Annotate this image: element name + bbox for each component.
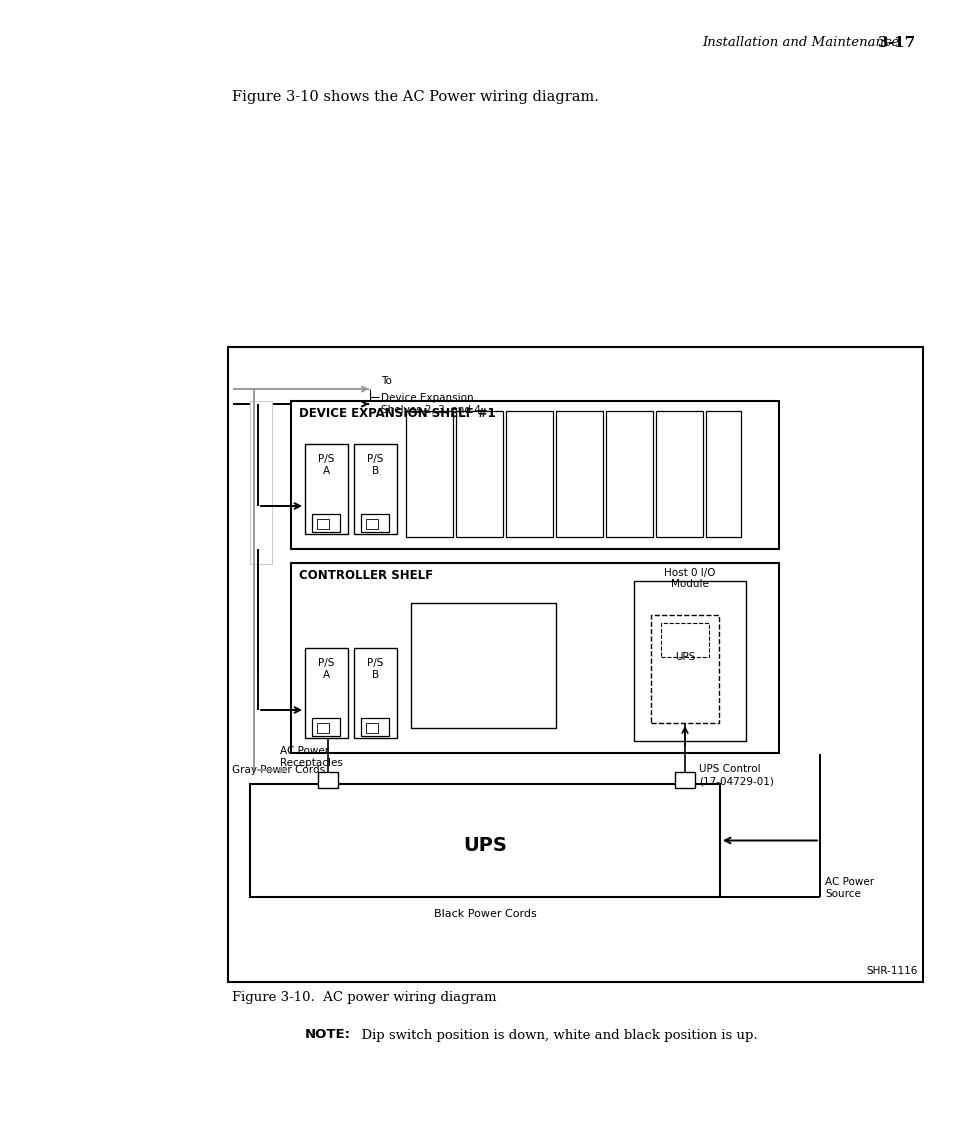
Text: DEVICE EXPANSION SHELF #1: DEVICE EXPANSION SHELF #1 (298, 406, 496, 420)
Bar (634, 581, 745, 741)
Text: Black Power Cords: Black Power Cords (434, 909, 536, 919)
Bar (650, 615, 719, 722)
Bar (360, 514, 389, 532)
Bar (250, 784, 720, 897)
Bar (456, 411, 502, 537)
Bar (505, 411, 553, 537)
Bar (660, 623, 708, 657)
Text: P/S: P/S (318, 455, 335, 464)
Bar (406, 411, 453, 537)
Text: CONTROLLER SHELF: CONTROLLER SHELF (298, 569, 433, 582)
Text: Receptacles: Receptacles (280, 758, 343, 768)
Bar (291, 401, 779, 548)
Text: P/S: P/S (367, 658, 383, 668)
Text: Dip switch position is down, white and black position is up.: Dip switch position is down, white and b… (353, 1028, 757, 1042)
Bar (675, 772, 695, 788)
Text: (17-04729-01): (17-04729-01) (699, 776, 773, 785)
Text: P/S: P/S (367, 455, 383, 464)
Bar (366, 519, 377, 529)
Text: Device Expansion: Device Expansion (380, 393, 473, 403)
Bar (354, 444, 396, 534)
Text: To: To (380, 376, 392, 386)
Text: UPS: UPS (462, 836, 506, 855)
Text: A: A (323, 670, 330, 680)
Bar (305, 444, 348, 534)
Bar (411, 603, 556, 728)
Bar (312, 514, 339, 532)
Bar (366, 722, 377, 733)
Bar (318, 772, 338, 788)
Text: UPS Control: UPS Control (699, 764, 760, 774)
Bar (305, 648, 348, 739)
Bar (291, 563, 779, 753)
Bar (316, 519, 329, 529)
Text: UPS: UPS (674, 652, 695, 662)
Text: Source: Source (824, 889, 860, 899)
Bar (705, 411, 740, 537)
Bar (656, 411, 702, 537)
Bar (360, 718, 389, 736)
Text: AC Power: AC Power (280, 747, 330, 756)
Bar (228, 347, 923, 982)
Text: P/S: P/S (318, 658, 335, 668)
Text: Figure 3-10 shows the AC Power wiring diagram.: Figure 3-10 shows the AC Power wiring di… (232, 90, 598, 104)
Text: NOTE:: NOTE: (305, 1028, 351, 1042)
Bar (250, 401, 272, 564)
Text: Gray Power Cords: Gray Power Cords (232, 765, 325, 775)
Bar (312, 718, 339, 736)
Bar (354, 648, 396, 739)
Text: SHR-1116: SHR-1116 (865, 966, 917, 976)
Text: B: B (372, 670, 378, 680)
Text: AC Power: AC Power (824, 877, 873, 887)
Bar (316, 722, 329, 733)
Bar (556, 411, 602, 537)
Text: Installation and Maintenance: Installation and Maintenance (701, 37, 899, 49)
Text: Shelves 2, 3, and 4: Shelves 2, 3, and 4 (380, 405, 480, 414)
Text: 3-17: 3-17 (877, 35, 915, 50)
Text: Figure 3-10.  AC power wiring diagram: Figure 3-10. AC power wiring diagram (232, 990, 496, 1003)
Text: B: B (372, 466, 378, 476)
Text: Host 0 I/O: Host 0 I/O (663, 568, 715, 578)
Text: Module: Module (670, 579, 708, 589)
Bar (605, 411, 652, 537)
Text: A: A (323, 466, 330, 476)
